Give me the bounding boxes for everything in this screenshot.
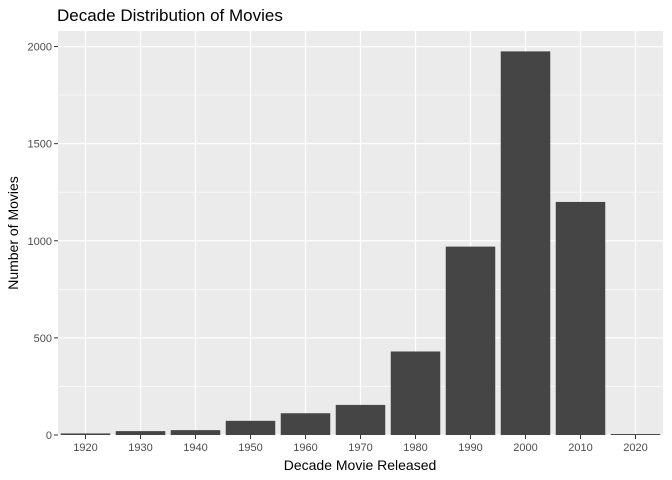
x-tick-label: 1940 (183, 442, 207, 454)
x-tick-label: 1920 (73, 442, 97, 454)
bar-1960 (280, 413, 331, 435)
x-tick-label: 1970 (348, 442, 372, 454)
bar-1980 (390, 351, 441, 435)
bar-1990 (445, 246, 496, 435)
x-axis-title: Decade Movie Released (284, 457, 437, 473)
bar-2000 (500, 51, 551, 436)
bar-2020 (610, 434, 661, 435)
x-tick-label: 1960 (293, 442, 317, 454)
bar-1940 (170, 430, 221, 435)
chart-title: Decade Distribution of Movies (57, 6, 283, 25)
bar-1950 (225, 420, 276, 435)
bar-2010 (555, 201, 606, 435)
y-tick-label: 1500 (28, 139, 52, 151)
x-tick-label: 1990 (458, 442, 482, 454)
x-tick-label: 1930 (128, 442, 152, 454)
x-tick-label: 1950 (238, 442, 262, 454)
y-axis-title: Number of Movies (5, 176, 21, 290)
y-tick-label: 1000 (28, 236, 52, 248)
x-tick-label: 2010 (568, 442, 592, 454)
y-tick-label: 500 (34, 333, 52, 345)
y-tick-label: 2000 (28, 42, 52, 54)
bars (60, 51, 661, 436)
x-tick-label: 2000 (513, 442, 537, 454)
y-tick-label: 0 (46, 430, 52, 442)
bar-1970 (335, 404, 386, 435)
bar-1920 (60, 433, 111, 435)
y-axis: 0 500 1000 1500 2000 (28, 42, 58, 442)
x-tick-label: 2020 (623, 442, 647, 454)
bar-1930 (115, 431, 166, 435)
x-tick-label: 1980 (403, 442, 427, 454)
x-axis: 1920 1930 1940 1950 1960 1970 1980 1990 2000 2010… (73, 435, 648, 454)
